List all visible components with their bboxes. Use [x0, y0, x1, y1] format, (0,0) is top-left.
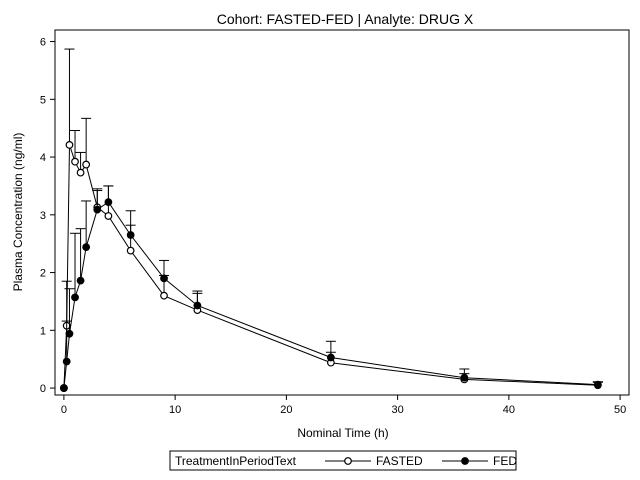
data-point-fasted [126, 246, 135, 255]
x-axis-label: Nominal Time (h) [297, 426, 388, 440]
data-point-fed [59, 384, 68, 392]
data-point-fed [62, 357, 71, 366]
data-point-fed [460, 373, 469, 382]
data-point-fed [93, 205, 102, 214]
legend-marker-fed [461, 457, 469, 465]
legend-label-fasted: FASTED [376, 454, 423, 468]
y-tick-label: 2 [40, 268, 46, 280]
data-point-fasted [65, 141, 74, 149]
x-tick-label: 20 [280, 404, 292, 416]
legend-title: TreatmentInPeriodText [175, 454, 297, 468]
series-fasted [59, 48, 603, 392]
data-point-fed [326, 353, 335, 362]
data-point-fed [160, 274, 168, 283]
data-point-fed [71, 293, 79, 302]
x-tick-label: 40 [503, 404, 515, 416]
data-point-fed [76, 276, 85, 285]
y-axis: 0 1 2 3 4 5 6 [40, 37, 55, 395]
series-fed [59, 185, 603, 392]
y-tick-label: 4 [40, 152, 46, 164]
legend-frame [169, 450, 517, 471]
data-point-fasted [76, 168, 85, 177]
x-tick-label: 10 [169, 404, 181, 416]
legend-marker-fasted [344, 457, 352, 465]
data-point-fed [65, 329, 74, 338]
y-tick-label: 6 [40, 37, 46, 49]
legend-label-fed: FED [493, 454, 517, 468]
data-point-fed [593, 380, 602, 389]
y-tick-label: 5 [40, 94, 46, 106]
y-tick-label: 0 [40, 383, 46, 395]
x-axis: 0 10 20 30 40 50 [61, 395, 626, 416]
x-tick-label: 50 [614, 404, 626, 416]
plot-area [59, 48, 603, 392]
data-point-fasted [104, 212, 113, 220]
y-tick-label: 1 [40, 325, 46, 337]
plot-frame [54, 29, 630, 396]
chart-title: Cohort: FASTED-FED | Analyte: DRUG X [217, 11, 474, 27]
data-point-fasted [82, 160, 91, 169]
series-line-fed [63, 201, 598, 389]
data-point-fasted [160, 291, 168, 300]
data-point-fed [82, 243, 91, 252]
y-axis-label: Plasma Concentration (ng/ml) [11, 133, 25, 292]
data-point-fed [126, 231, 135, 239]
y-tick-label: 3 [40, 210, 46, 222]
data-point-fed [104, 198, 113, 207]
legend: TreatmentInPeriodText FASTED FED [169, 450, 517, 471]
x-tick-label: 0 [61, 404, 67, 416]
x-tick-label: 30 [391, 404, 403, 416]
data-point-fasted [71, 157, 79, 166]
data-point-fed [193, 301, 202, 310]
